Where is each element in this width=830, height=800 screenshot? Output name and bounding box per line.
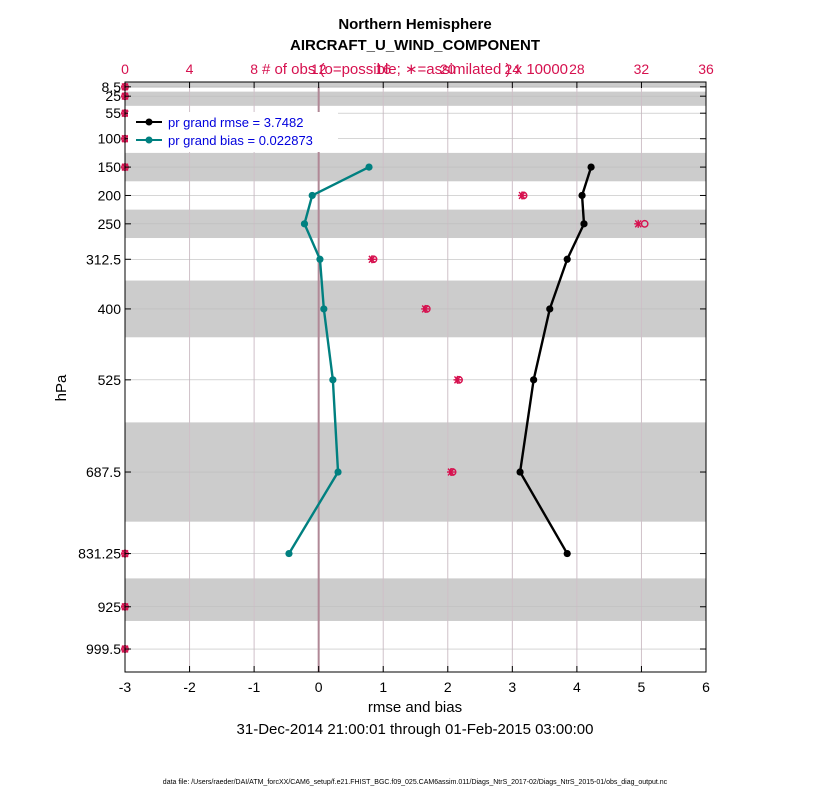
y-tick-label: 999.5 xyxy=(86,641,121,657)
obs-assimilated-marker xyxy=(518,191,526,199)
x-tick-label: 5 xyxy=(638,679,646,695)
series-1-point xyxy=(285,550,292,557)
band-6 xyxy=(125,578,706,621)
obs-assimilated-marker xyxy=(421,305,429,313)
y-tick-label: 55 xyxy=(105,105,121,121)
x-tick-label: 2 xyxy=(444,679,452,695)
series-0-point xyxy=(516,468,523,475)
x-tick-label: -3 xyxy=(119,679,132,695)
series-1-point xyxy=(365,163,372,170)
y-tick-label: 25 xyxy=(105,88,121,104)
y-tick-label: 150 xyxy=(98,159,122,175)
y-tick-label: 831.25 xyxy=(78,546,121,562)
obs-assimilated-marker xyxy=(634,220,642,228)
legend-label-bias: pr grand bias = 0.022873 xyxy=(168,133,313,148)
date-range: 31-Dec-2014 21:00:01 through 01-Feb-2015… xyxy=(237,721,594,738)
band-1 xyxy=(125,92,706,106)
series-0-point xyxy=(580,220,587,227)
legend-marker-rmse xyxy=(146,119,153,126)
x-tick-label: 4 xyxy=(573,679,581,695)
x-axis-label: rmse and bias xyxy=(368,699,462,716)
obs-assimilated-marker xyxy=(447,468,455,476)
y-tick-label: 312.5 xyxy=(86,251,121,267)
top-tick-label: 36 xyxy=(698,61,714,77)
y-tick-label: 100 xyxy=(98,131,122,147)
series-1-point xyxy=(329,376,336,383)
series-1-point xyxy=(309,192,316,199)
top-tick-label: 8 xyxy=(250,61,258,77)
shaded-bands xyxy=(125,82,706,621)
series-0-point xyxy=(564,256,571,263)
legend-marker-bias xyxy=(146,137,153,144)
footer-datafile: data file: /Users/raeder/DAI/ATM_forcXX/… xyxy=(163,779,668,786)
chart-subtitle: AIRCRAFT_U_WIND_COMPONENT xyxy=(290,37,540,54)
obs-assimilated-marker xyxy=(453,376,461,384)
x-tick-label: 0 xyxy=(315,679,323,695)
series-1-point xyxy=(334,468,341,475)
y-tick-label: 687.5 xyxy=(86,464,121,480)
series-0-point xyxy=(564,550,571,557)
top-tick-label: 0 xyxy=(121,61,129,77)
top-tick-label: 4 xyxy=(186,61,194,77)
top-tick-label: 28 xyxy=(569,61,585,77)
x-tick-label: -2 xyxy=(183,679,196,695)
series-1-point xyxy=(320,305,327,312)
y-tick-label: 525 xyxy=(98,372,122,388)
x-tick-label: 6 xyxy=(702,679,710,695)
y-tick-label: 200 xyxy=(98,187,122,203)
x-tick-label: 1 xyxy=(379,679,387,695)
series-1-point xyxy=(316,256,323,263)
series-0-point xyxy=(530,376,537,383)
y-axis-label: hPa xyxy=(53,374,70,401)
x-tick-label: -1 xyxy=(248,679,261,695)
top-tick-label: 32 xyxy=(634,61,650,77)
legend: pr grand rmse = 3.7482 pr grand bias = 0… xyxy=(128,112,338,152)
y-tick-label: 925 xyxy=(98,599,122,615)
series-1-point xyxy=(301,220,308,227)
chart-title: Northern Hemisphere xyxy=(338,16,491,33)
series-0-point xyxy=(587,163,594,170)
series-0-point xyxy=(546,305,553,312)
x-tick-label: 3 xyxy=(508,679,516,695)
obs-assimilated-marker xyxy=(368,255,376,263)
y-tick-label: 250 xyxy=(98,216,122,232)
top-axis-label: # of obs (o=possible; ∗=assimilated ) x … xyxy=(262,61,568,78)
series-0-point xyxy=(578,192,585,199)
legend-label-rmse: pr grand rmse = 3.7482 xyxy=(168,115,304,130)
chart: -3 -2 -1 0 1 2 3 4 5 60 4 8 12 16 20 24 28 32 368.52555100… xyxy=(0,0,830,800)
y-tick-label: 400 xyxy=(98,301,122,317)
